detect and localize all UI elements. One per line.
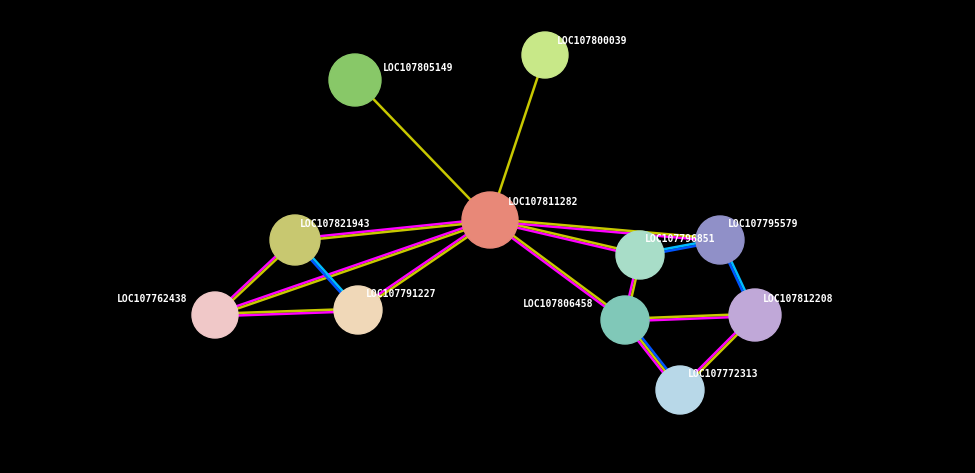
Circle shape [522,32,568,78]
Text: LOC107772313: LOC107772313 [688,369,759,379]
Text: LOC107805149: LOC107805149 [383,63,453,73]
Text: LOC107796851: LOC107796851 [645,234,716,244]
Text: LOC107791227: LOC107791227 [366,289,437,299]
Circle shape [696,216,744,264]
Circle shape [656,366,704,414]
Text: LOC107806458: LOC107806458 [523,299,593,309]
Circle shape [334,286,382,334]
Circle shape [601,296,649,344]
Text: LOC107821943: LOC107821943 [300,219,370,229]
Circle shape [192,292,238,338]
Circle shape [616,231,664,279]
Circle shape [270,215,320,265]
Text: LOC107811282: LOC107811282 [508,197,578,207]
Text: LOC107812208: LOC107812208 [763,294,834,304]
Circle shape [462,192,518,248]
Circle shape [329,54,381,106]
Text: LOC107800039: LOC107800039 [557,36,628,46]
Circle shape [729,289,781,341]
Text: LOC107795579: LOC107795579 [728,219,799,229]
Text: LOC107762438: LOC107762438 [116,294,187,304]
